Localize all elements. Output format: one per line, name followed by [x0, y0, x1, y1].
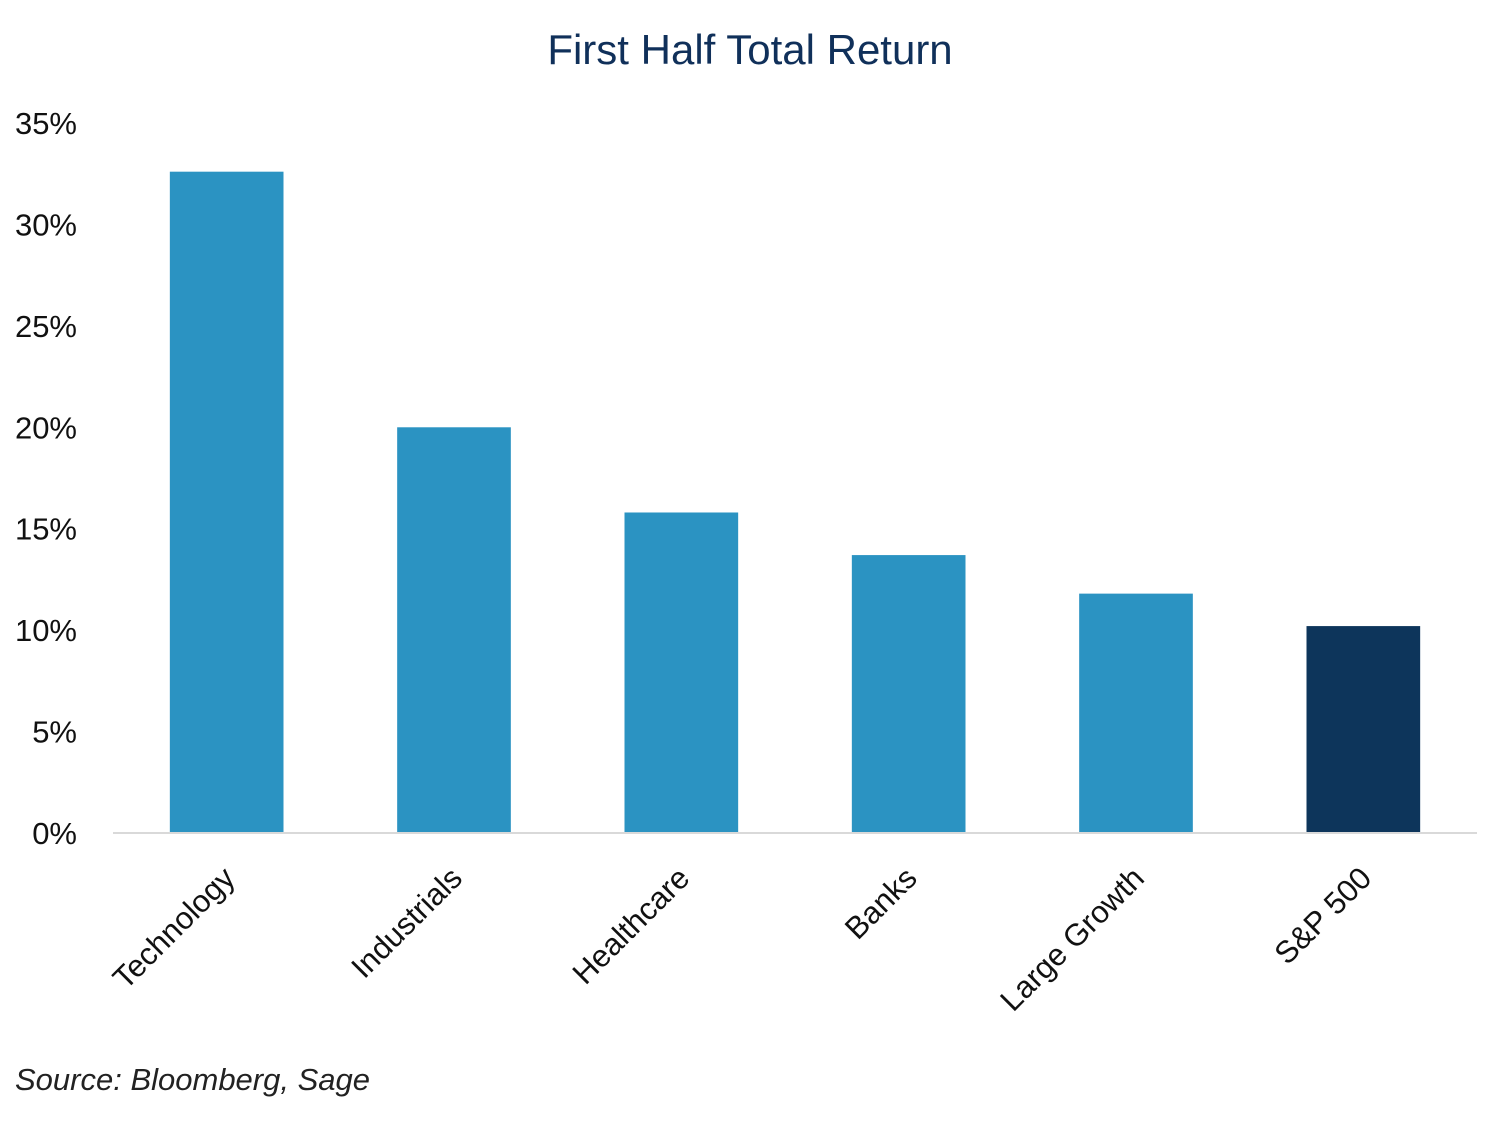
y-tick-label: 25% [15, 309, 77, 344]
source-note: Source: Bloomberg, Sage [15, 1062, 370, 1097]
chart-title: First Half Total Return [547, 26, 953, 73]
y-tick-label: 35% [15, 106, 77, 141]
x-tick-label: Healthcare [566, 860, 697, 991]
bar-healthcare [624, 512, 739, 833]
bar-banks [851, 555, 966, 833]
y-tick-label: 10% [15, 613, 77, 648]
y-tick-label: 15% [15, 512, 77, 547]
y-tick-label: 0% [32, 816, 77, 851]
bar-s-p-500 [1306, 626, 1421, 833]
x-tick-label: Technology [106, 860, 242, 996]
x-tick-label: Banks [838, 860, 924, 946]
x-tick-label: Industrials [344, 860, 469, 985]
bar-industrials [397, 427, 511, 833]
y-tick-label: 30% [15, 207, 77, 242]
bar-large-growth [1079, 593, 1193, 833]
x-tick-label: Large Growth [993, 860, 1151, 1018]
x-tick-label: S&P 500 [1267, 860, 1378, 971]
y-tick-label: 20% [15, 410, 77, 445]
bar-technology [169, 171, 284, 833]
y-tick-label: 5% [32, 715, 77, 750]
